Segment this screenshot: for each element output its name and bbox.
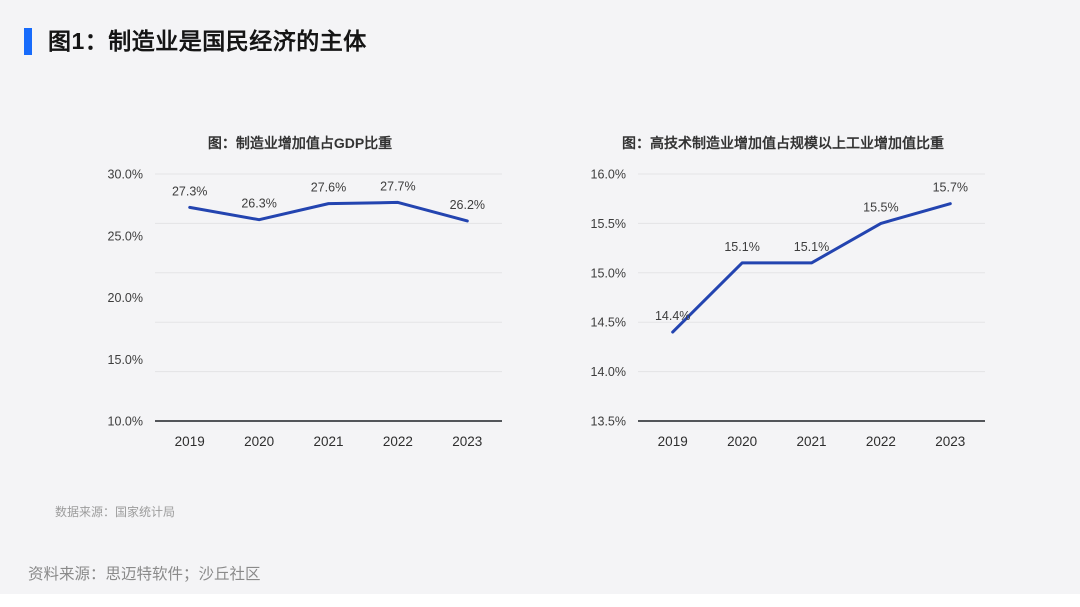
data-label: 26.3%	[241, 197, 276, 211]
y-tick-label: 15.5%	[591, 217, 626, 231]
header: 图1：制造业是国民经济的主体	[24, 28, 367, 55]
y-tick-label: 14.0%	[591, 365, 626, 379]
data-line	[188, 200, 469, 223]
y-tick-label: 13.5%	[591, 415, 626, 429]
chart-manufacturing-gdp-share: 图：制造业增加值占GDP比重 30.0% 25.0% 20.0% 15.0% 10.0% 2…	[70, 128, 530, 468]
y-tick-label: 20.0%	[108, 291, 143, 305]
y-tick-label: 15.0%	[591, 266, 626, 280]
bottom-strip	[0, 594, 1080, 607]
y-tick-label: 10.0%	[108, 415, 143, 429]
y-tick-label: 25.0%	[108, 229, 143, 243]
x-tick-label: 2022	[383, 434, 413, 449]
data-source-note: 数据来源：国家统计局	[55, 505, 176, 519]
data-label: 26.2%	[450, 198, 485, 212]
data-label: 27.7%	[380, 179, 415, 193]
chart-hightech-industry-share: 图：高技术制造业增加值占规模以上工业增加值比重 16.0% 15.5% 15.0% 14…	[553, 128, 1013, 468]
x-tick-label: 2021	[796, 434, 826, 449]
data-label: 15.1%	[794, 240, 829, 254]
chart-title: 图：制造业增加值占GDP比重	[208, 135, 392, 151]
x-tick-label: 2023	[452, 434, 482, 449]
x-tick-label: 2019	[658, 434, 688, 449]
data-label: 27.3%	[172, 184, 207, 198]
x-tick-label: 2022	[866, 434, 896, 449]
data-label: 14.4%	[655, 309, 690, 323]
source-note: 资料来源：思迈特软件；沙丘社区	[28, 566, 261, 583]
x-tick-label: 2019	[175, 434, 205, 449]
line-chart-1: 图：制造业增加值占GDP比重 30.0% 25.0% 20.0% 15.0% 10.0% 2…	[108, 135, 502, 449]
y-tick-label: 15.0%	[108, 353, 143, 367]
data-label: 15.7%	[933, 181, 968, 195]
data-label: 27.6%	[311, 181, 346, 195]
y-tick-label: 14.5%	[591, 316, 626, 330]
y-tick-label: 30.0%	[108, 168, 143, 182]
data-line	[671, 202, 952, 334]
title-accent-bar	[24, 28, 32, 55]
data-label: 15.5%	[863, 200, 898, 214]
x-tick-label: 2020	[244, 434, 274, 449]
x-tick-label: 2021	[313, 434, 343, 449]
chart-title: 图：高技术制造业增加值占规模以上工业增加值比重	[622, 135, 944, 151]
x-tick-label: 2023	[935, 434, 965, 449]
line-chart-2: 图：高技术制造业增加值占规模以上工业增加值比重 16.0% 15.5% 15.0% 14…	[591, 135, 985, 449]
data-label: 15.1%	[724, 240, 759, 254]
y-tick-label: 16.0%	[591, 168, 626, 182]
page-title: 图1：制造业是国民经济的主体	[48, 28, 367, 54]
x-tick-label: 2020	[727, 434, 757, 449]
